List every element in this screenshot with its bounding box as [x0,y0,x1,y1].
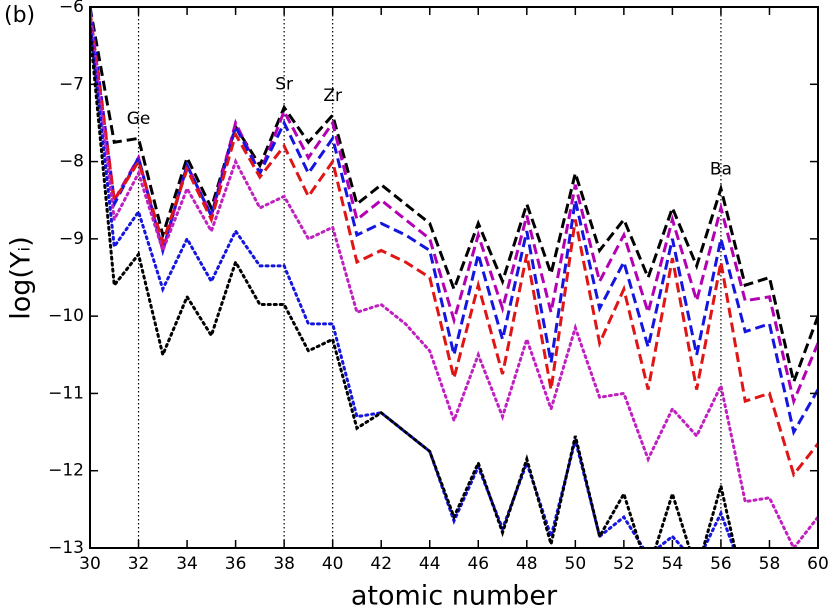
y-tick-label: −10 [48,306,84,326]
y-tick-label: −11 [48,383,84,403]
data-line [90,7,818,437]
data-line [90,7,818,407]
plot-area [90,7,818,548]
x-tick-label: 48 [516,554,538,574]
x-tick-label: 50 [565,554,587,574]
annotation: Ba [710,159,732,179]
y-tick-label: −13 [48,538,84,558]
data-line [90,20,736,548]
annotation: Sr [275,74,293,94]
y-tick-label: −12 [48,461,84,481]
data-line [90,13,818,548]
x-tick-label: 38 [273,554,295,574]
y-tick-label: −7 [59,74,84,94]
x-tick-label: 56 [710,554,732,574]
x-tick-label: 40 [322,554,344,574]
data-line [90,28,737,548]
x-tick-label: 54 [662,554,684,574]
x-tick-label: 36 [225,554,247,574]
x-tick-label: 42 [370,554,392,574]
x-tick-label: 58 [759,554,781,574]
x-tick-label: 30 [79,554,101,574]
annotation: Zr [323,86,342,106]
panel-label: (b) [4,3,35,28]
data-line [90,7,818,388]
data-line [90,10,818,478]
plot-frame [89,6,819,549]
y-tick-label: −9 [59,229,84,249]
x-tick-label: 32 [128,554,150,574]
x-tick-label: 46 [467,554,489,574]
y-tick-label: −6 [59,0,84,17]
x-axis-label: atomic number [351,581,558,612]
x-tick-label: 34 [176,554,198,574]
y-tick-label: −8 [59,152,84,172]
x-tick-label: 60 [807,554,829,574]
annotation: Ge [127,109,151,129]
x-tick-label: 44 [419,554,441,574]
x-tick-label: 52 [613,554,635,574]
y-axis-label: log(Yᵢ) [6,236,37,320]
